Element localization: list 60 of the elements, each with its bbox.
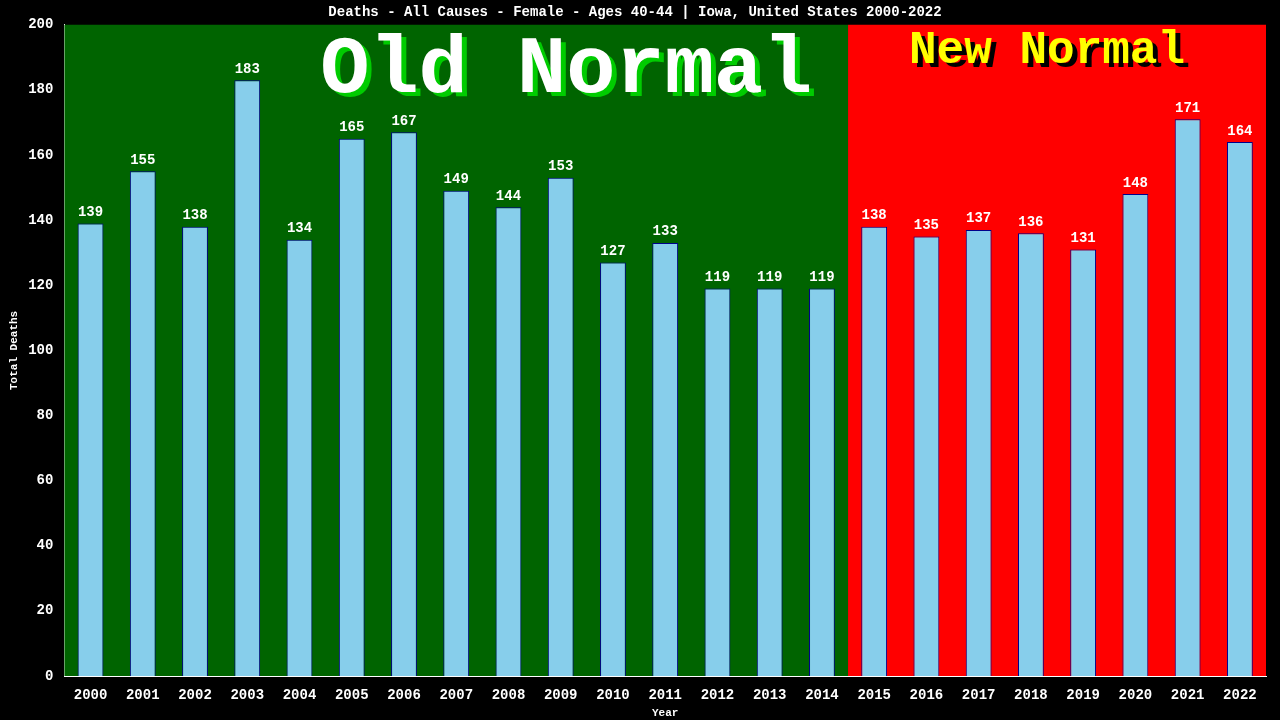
data-label: 144 [495,187,522,204]
data-label: 171 [1175,99,1201,116]
y-tick-label: 40 [36,537,54,554]
data-label: 119 [704,269,731,286]
data-label: 164 [1227,122,1253,139]
data-label: 133 [652,223,678,240]
x-tick-label: 2013 [752,686,787,703]
y-tick-label: 80 [36,407,54,424]
x-tick-label: 2007 [439,686,474,703]
x-tick-label: 2017 [961,686,996,703]
x-tick-label: 2010 [596,686,630,703]
x-tick-label: 2018 [1014,686,1048,703]
x-tick-label: 2012 [700,686,735,703]
data-label: 134 [286,220,313,237]
x-tick-label: 2001 [125,686,160,703]
x-tick-label: 2008 [491,686,526,703]
data-label: 135 [913,216,940,233]
x-tick-label: 2020 [1118,686,1153,703]
x-tick-label: 2011 [648,686,683,703]
x-tick-label: 2005 [334,686,369,703]
y-tick-label: 140 [28,211,54,228]
data-label: 138 [861,207,887,224]
data-label: 119 [809,269,835,286]
data-label: 136 [1018,213,1044,230]
y-tick-label: 180 [28,81,54,98]
chart-title: Deaths - All Causes - Female - Ages 40-44 | Iowa, United States 2000-2022 [328,3,942,20]
data-label: 119 [757,269,783,286]
x-tick-label: 2014 [805,686,839,703]
data-label: 131 [1070,230,1096,246]
x-tick-label: 2004 [282,686,317,703]
data-label: 153 [548,158,574,175]
x-tick-label: 2021 [1170,686,1205,703]
y-axis-title: Total Deaths [8,310,21,391]
x-tick-label: 2002 [178,686,212,703]
data-label: 138 [182,207,208,224]
y-tick-label: 20 [36,602,54,619]
data-label: 167 [391,112,417,129]
x-tick-label: 2016 [909,686,944,703]
data-label: 183 [234,60,260,77]
data-label: 139 [77,203,104,220]
y-tick-label: 120 [28,276,54,293]
x-tick-label: 2003 [230,686,265,703]
data-label: 127 [600,243,626,260]
x-tick-label: 2000 [73,686,108,703]
x-tick-label: 2015 [857,686,891,703]
y-tick-label: 60 [36,472,54,489]
data-label: 148 [1122,174,1148,191]
x-tick-label: 2006 [387,686,421,703]
y-tick-label: 200 [28,16,54,33]
data-label: 155 [130,151,156,168]
x-tick-label: 2009 [543,686,578,703]
x-tick-label: 2019 [1066,686,1100,703]
y-tick-label: 160 [28,146,54,163]
data-label: 149 [443,171,469,188]
y-tick-label: 0 [45,667,54,684]
data-label: 137 [966,210,992,227]
x-tick-label: 2022 [1223,686,1257,703]
data-label: 165 [339,119,365,136]
y-tick-label: 100 [28,341,54,358]
x-axis-title: Year [652,707,679,720]
